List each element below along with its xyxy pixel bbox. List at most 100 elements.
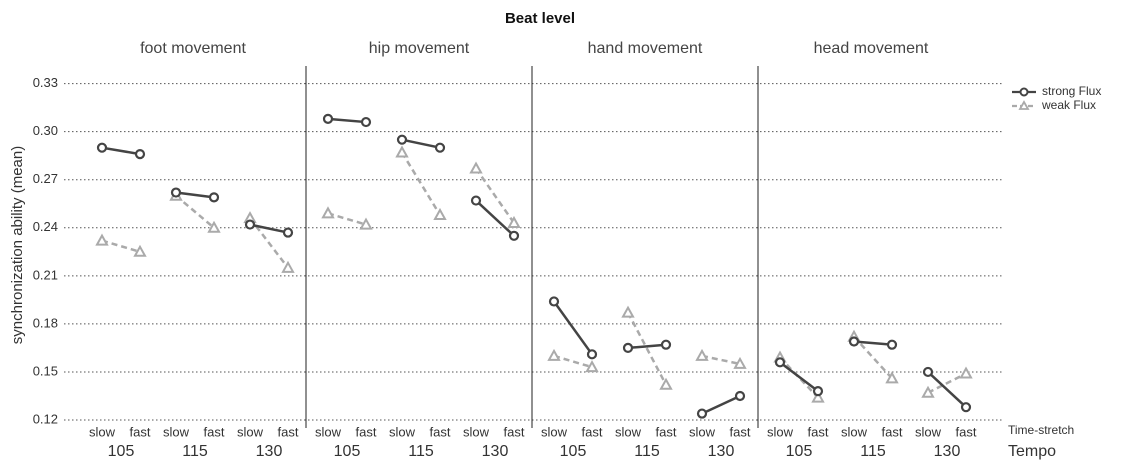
x-tick-label: fast — [204, 424, 225, 439]
point — [548, 296, 560, 307]
point — [360, 116, 372, 128]
point — [281, 260, 295, 273]
x-tick-label: fast — [730, 424, 751, 439]
point — [885, 371, 899, 384]
panel-title: foot movement — [140, 40, 246, 57]
point — [282, 227, 294, 238]
x-tick-label: slow — [463, 424, 490, 439]
y-tick-label: 0.27 — [33, 171, 58, 186]
point — [547, 348, 561, 361]
panel-title: hand movement — [588, 40, 703, 57]
point — [133, 244, 147, 257]
point — [585, 360, 599, 373]
point — [812, 386, 824, 397]
point — [134, 148, 146, 160]
series-segment — [249, 223, 289, 234]
point — [660, 339, 672, 350]
point — [395, 145, 409, 158]
x-tick-label: slow — [615, 424, 642, 439]
y-tick-label: 0.24 — [33, 219, 58, 234]
series-segment — [101, 146, 141, 156]
point — [322, 113, 334, 124]
series-segment — [552, 300, 594, 356]
y-tick-label: 0.30 — [33, 123, 58, 138]
point — [170, 187, 182, 198]
point — [470, 195, 482, 206]
series-segment — [853, 340, 893, 346]
x-tick-label: slow — [541, 424, 568, 439]
group-label: 115 — [860, 443, 886, 460]
group-label: 130 — [482, 443, 509, 460]
series-segment — [175, 191, 215, 199]
series-segment — [627, 343, 667, 350]
series-segment — [474, 167, 516, 224]
group-label: 115 — [408, 443, 434, 460]
point — [469, 161, 483, 174]
series-segment — [553, 354, 593, 369]
point — [922, 366, 934, 378]
series-segment — [327, 117, 367, 124]
point — [95, 233, 109, 246]
point — [507, 215, 521, 228]
x-tick-label: fast — [278, 424, 299, 439]
x-tick-label: slow — [915, 424, 942, 439]
series-segment — [626, 312, 668, 386]
x-axis-label: Time-stretch — [1008, 423, 1074, 437]
point — [434, 142, 446, 153]
group-label: 115 — [182, 443, 208, 460]
y-axis-label: synchronization ability (mean) — [9, 146, 26, 344]
point — [921, 385, 935, 398]
point — [359, 217, 373, 230]
group-label: 130 — [256, 443, 283, 460]
y-tick-label: 0.18 — [33, 315, 58, 330]
group-label: 105 — [560, 443, 587, 460]
legend-label: strong Flux — [1042, 84, 1101, 98]
point — [696, 408, 708, 419]
series-segment — [701, 394, 741, 415]
panel-title: hip movement — [369, 40, 470, 57]
series-segment — [475, 199, 515, 237]
x-tick-label: fast — [582, 424, 603, 439]
point — [508, 230, 520, 241]
point — [244, 219, 256, 230]
x-tick-label: fast — [356, 424, 377, 439]
series-segment — [401, 138, 441, 149]
series-segment — [400, 151, 442, 216]
point — [321, 206, 335, 219]
series-segment — [701, 354, 741, 366]
y-tick-label: 0.12 — [33, 411, 58, 426]
x-tick-label: fast — [656, 424, 677, 439]
chart-title: Beat level — [505, 10, 575, 27]
group-label: 105 — [108, 443, 135, 460]
point — [811, 390, 825, 403]
series-segment — [927, 371, 967, 409]
series-segment — [779, 361, 819, 393]
x-tick-label: fast — [956, 424, 977, 439]
x-tick-label: fast — [808, 424, 829, 439]
x-tick-label: fast — [430, 424, 451, 439]
series-segment — [101, 239, 141, 254]
x-tick-label: slow — [689, 424, 716, 439]
group-label: 105 — [786, 443, 813, 460]
point — [622, 342, 634, 354]
group-label: 130 — [934, 443, 961, 460]
point — [774, 357, 786, 368]
group-label: 105 — [334, 443, 361, 460]
x-tick-label: fast — [130, 424, 151, 439]
group-label: 130 — [708, 443, 735, 460]
legend-label: weak Flux — [1041, 98, 1096, 112]
x-tick-label: slow — [767, 424, 794, 439]
y-tick-label: 0.33 — [33, 75, 58, 90]
legend-marker — [1019, 87, 1029, 97]
point — [586, 349, 598, 360]
x-tick-label: slow — [389, 424, 416, 439]
point — [886, 339, 898, 350]
point — [96, 142, 108, 153]
x-tick-label: fast — [504, 424, 525, 439]
panel-title: head movement — [814, 40, 929, 57]
point — [733, 356, 747, 369]
point — [848, 336, 860, 347]
point — [959, 366, 973, 379]
